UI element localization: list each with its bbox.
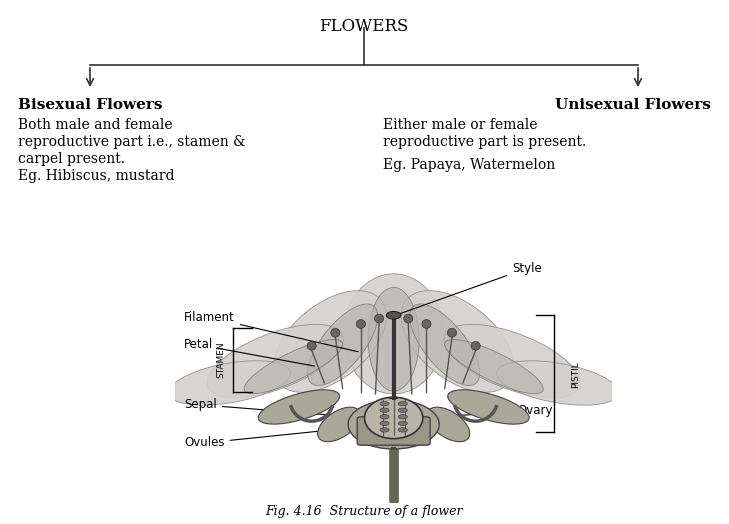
Ellipse shape bbox=[410, 304, 480, 386]
Ellipse shape bbox=[375, 314, 383, 323]
Ellipse shape bbox=[168, 361, 291, 405]
Ellipse shape bbox=[398, 401, 408, 406]
Text: Bisexual Flowers: Bisexual Flowers bbox=[18, 98, 163, 112]
Ellipse shape bbox=[427, 407, 469, 442]
Ellipse shape bbox=[258, 390, 340, 424]
Ellipse shape bbox=[308, 304, 378, 386]
Text: Petal: Petal bbox=[184, 339, 314, 366]
Ellipse shape bbox=[273, 291, 386, 392]
Text: Ovary: Ovary bbox=[426, 404, 553, 418]
Text: Filament: Filament bbox=[184, 311, 358, 352]
Ellipse shape bbox=[348, 400, 439, 449]
Ellipse shape bbox=[448, 390, 529, 424]
Text: Either male or female: Either male or female bbox=[383, 118, 537, 132]
Text: Ovules: Ovules bbox=[184, 425, 382, 450]
Text: Sepal: Sepal bbox=[184, 398, 336, 416]
Ellipse shape bbox=[471, 342, 480, 350]
Ellipse shape bbox=[401, 291, 514, 392]
FancyBboxPatch shape bbox=[357, 417, 430, 445]
Ellipse shape bbox=[380, 408, 389, 412]
Ellipse shape bbox=[318, 407, 360, 442]
Ellipse shape bbox=[398, 428, 408, 432]
Ellipse shape bbox=[398, 408, 408, 412]
Ellipse shape bbox=[343, 274, 444, 394]
Ellipse shape bbox=[364, 397, 423, 439]
Ellipse shape bbox=[375, 416, 412, 449]
Text: Both male and female: Both male and female bbox=[18, 118, 173, 132]
Text: FLOWERS: FLOWERS bbox=[319, 18, 409, 35]
Ellipse shape bbox=[380, 428, 389, 432]
Text: Unisexual Flowers: Unisexual Flowers bbox=[555, 98, 711, 112]
Ellipse shape bbox=[356, 320, 365, 329]
Ellipse shape bbox=[386, 311, 401, 319]
Ellipse shape bbox=[422, 320, 431, 329]
Text: Fig. 4.16  Structure of a flower: Fig. 4.16 Structure of a flower bbox=[265, 505, 463, 518]
Ellipse shape bbox=[244, 340, 343, 394]
Ellipse shape bbox=[404, 314, 413, 323]
Ellipse shape bbox=[380, 401, 389, 406]
Ellipse shape bbox=[448, 329, 456, 337]
Text: reproductive part is present.: reproductive part is present. bbox=[383, 135, 586, 149]
Ellipse shape bbox=[444, 324, 580, 398]
Ellipse shape bbox=[368, 288, 419, 391]
Ellipse shape bbox=[445, 340, 543, 394]
Ellipse shape bbox=[380, 414, 389, 419]
Text: reproductive part i.e., stamen &: reproductive part i.e., stamen & bbox=[18, 135, 246, 149]
Ellipse shape bbox=[307, 342, 316, 350]
Text: Style: Style bbox=[398, 262, 542, 314]
Text: Eg. Papaya, Watermelon: Eg. Papaya, Watermelon bbox=[383, 158, 555, 172]
Ellipse shape bbox=[331, 329, 340, 337]
Text: Eg. Hibiscus, mustard: Eg. Hibiscus, mustard bbox=[18, 169, 174, 183]
Ellipse shape bbox=[398, 414, 408, 419]
Text: STAMEN: STAMEN bbox=[216, 342, 225, 378]
Ellipse shape bbox=[380, 421, 389, 425]
Text: carpel present.: carpel present. bbox=[18, 152, 125, 166]
Ellipse shape bbox=[207, 324, 343, 398]
Ellipse shape bbox=[496, 361, 619, 405]
Text: PISTIL: PISTIL bbox=[572, 361, 580, 388]
Ellipse shape bbox=[398, 421, 408, 425]
